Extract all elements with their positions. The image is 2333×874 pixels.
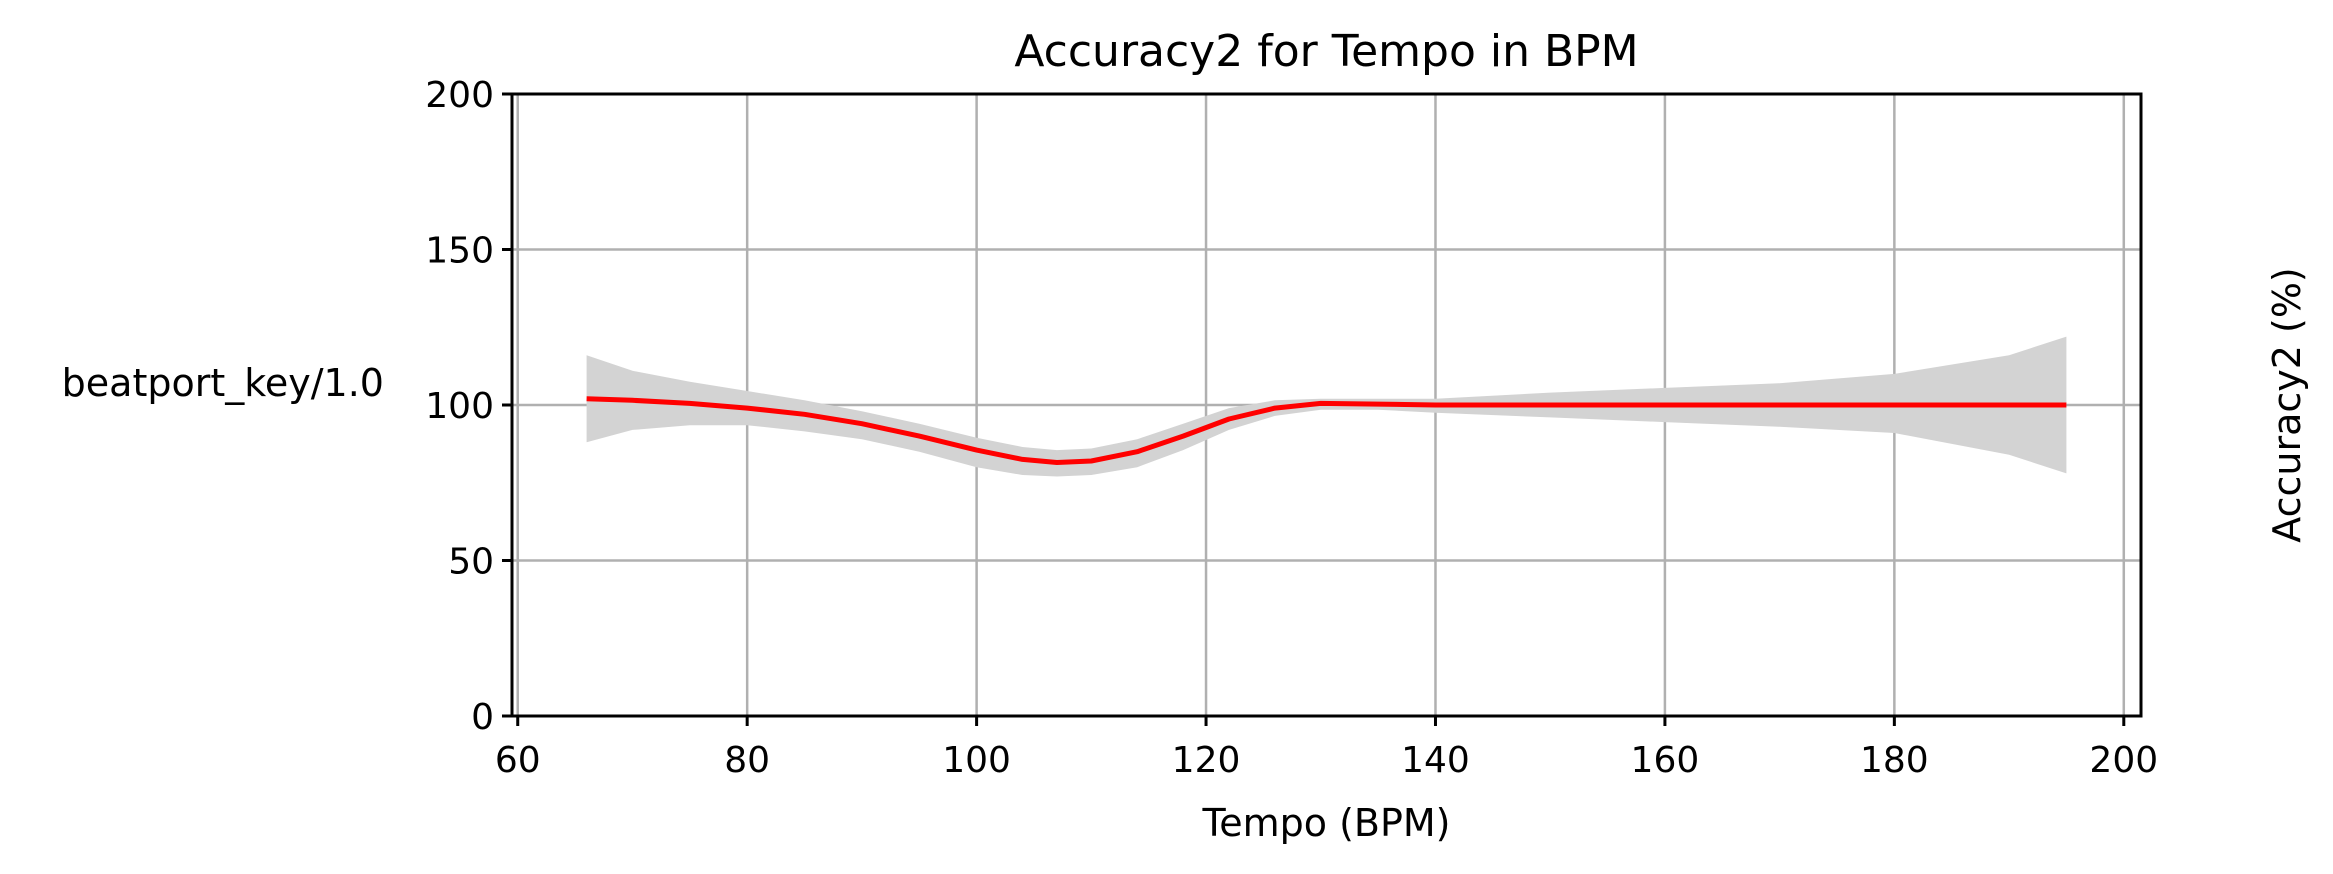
x-tick-label: 200 — [2089, 740, 2158, 781]
x-tick-label: 60 — [495, 740, 541, 781]
y-tick-label: 50 — [448, 542, 494, 583]
y-tick-label: 150 — [425, 231, 494, 272]
y-axis-title: Accuracy2 (%) — [2265, 267, 2309, 543]
x-tick-label: 140 — [1401, 740, 1470, 781]
x-tick-label: 120 — [1172, 740, 1241, 781]
x-tick-label: 100 — [942, 740, 1011, 781]
x-tick-label: 80 — [724, 740, 770, 781]
x-axis-title: Tempo (BPM) — [1201, 801, 1450, 845]
chart-title: Accuracy2 for Tempo in BPM — [1014, 26, 1638, 77]
y-tick-label: 100 — [425, 386, 494, 427]
series-line — [586, 396, 2067, 465]
row-label: beatport_key/1.0 — [62, 361, 384, 405]
confidence-band — [586, 336, 2067, 477]
x-tick-label: 180 — [1860, 740, 1929, 781]
axis-ticks: 60 80 100 120 140 160 180 200 0 50 100 150 200 — [425, 75, 2158, 781]
x-tick-label: 160 — [1631, 740, 1700, 781]
y-tick-label: 200 — [425, 75, 494, 116]
y-tick-label: 0 — [471, 697, 494, 738]
